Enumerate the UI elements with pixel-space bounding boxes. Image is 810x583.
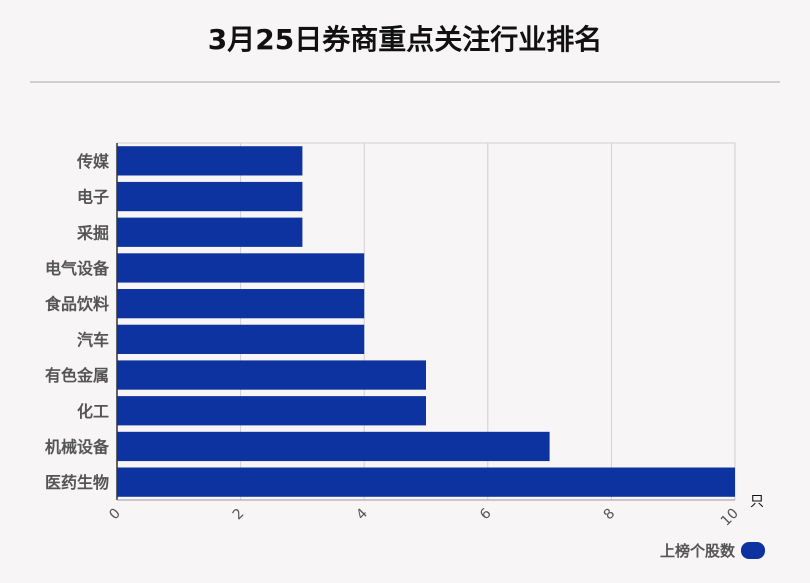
bar[interactable] xyxy=(117,289,365,319)
y-category-label: 传媒 xyxy=(76,152,110,171)
x-tick-label: 10 xyxy=(718,506,742,530)
y-category-label: 机械设备 xyxy=(45,437,110,456)
bar[interactable] xyxy=(117,146,303,176)
x-tick-label: 0 xyxy=(106,506,124,524)
legend[interactable]: 上榜个股数 xyxy=(660,540,766,561)
x-unit-label: 只 xyxy=(750,494,764,510)
bar[interactable] xyxy=(117,324,365,354)
bar[interactable] xyxy=(117,181,303,212)
x-tick-label: 6 xyxy=(477,505,495,523)
bar[interactable] xyxy=(117,467,735,497)
y-category-label: 采掘 xyxy=(76,223,109,242)
y-category-label: 医药生物 xyxy=(45,473,109,492)
bar[interactable] xyxy=(117,360,426,390)
bar[interactable] xyxy=(117,431,550,462)
title-divider xyxy=(30,81,780,83)
y-category-label: 化工 xyxy=(77,402,109,421)
legend-label: 上榜个股数 xyxy=(660,542,736,560)
y-category-label: 有色金属 xyxy=(45,366,109,385)
y-category-label: 食品饮料 xyxy=(44,295,109,314)
x-tick-label: 4 xyxy=(353,505,371,523)
bar[interactable] xyxy=(117,253,365,283)
x-tick-label: 8 xyxy=(601,506,619,524)
y-category-label: 电子 xyxy=(77,188,109,207)
legend-swatch xyxy=(741,542,766,559)
chart-title: 3月25日券商重点关注行业排名 xyxy=(207,23,603,56)
x-tick-label: 2 xyxy=(230,506,248,524)
bar[interactable] xyxy=(117,396,426,426)
bar[interactable] xyxy=(117,217,303,247)
y-category-label: 电气设备 xyxy=(45,259,110,278)
y-category-label: 汽车 xyxy=(77,330,109,349)
